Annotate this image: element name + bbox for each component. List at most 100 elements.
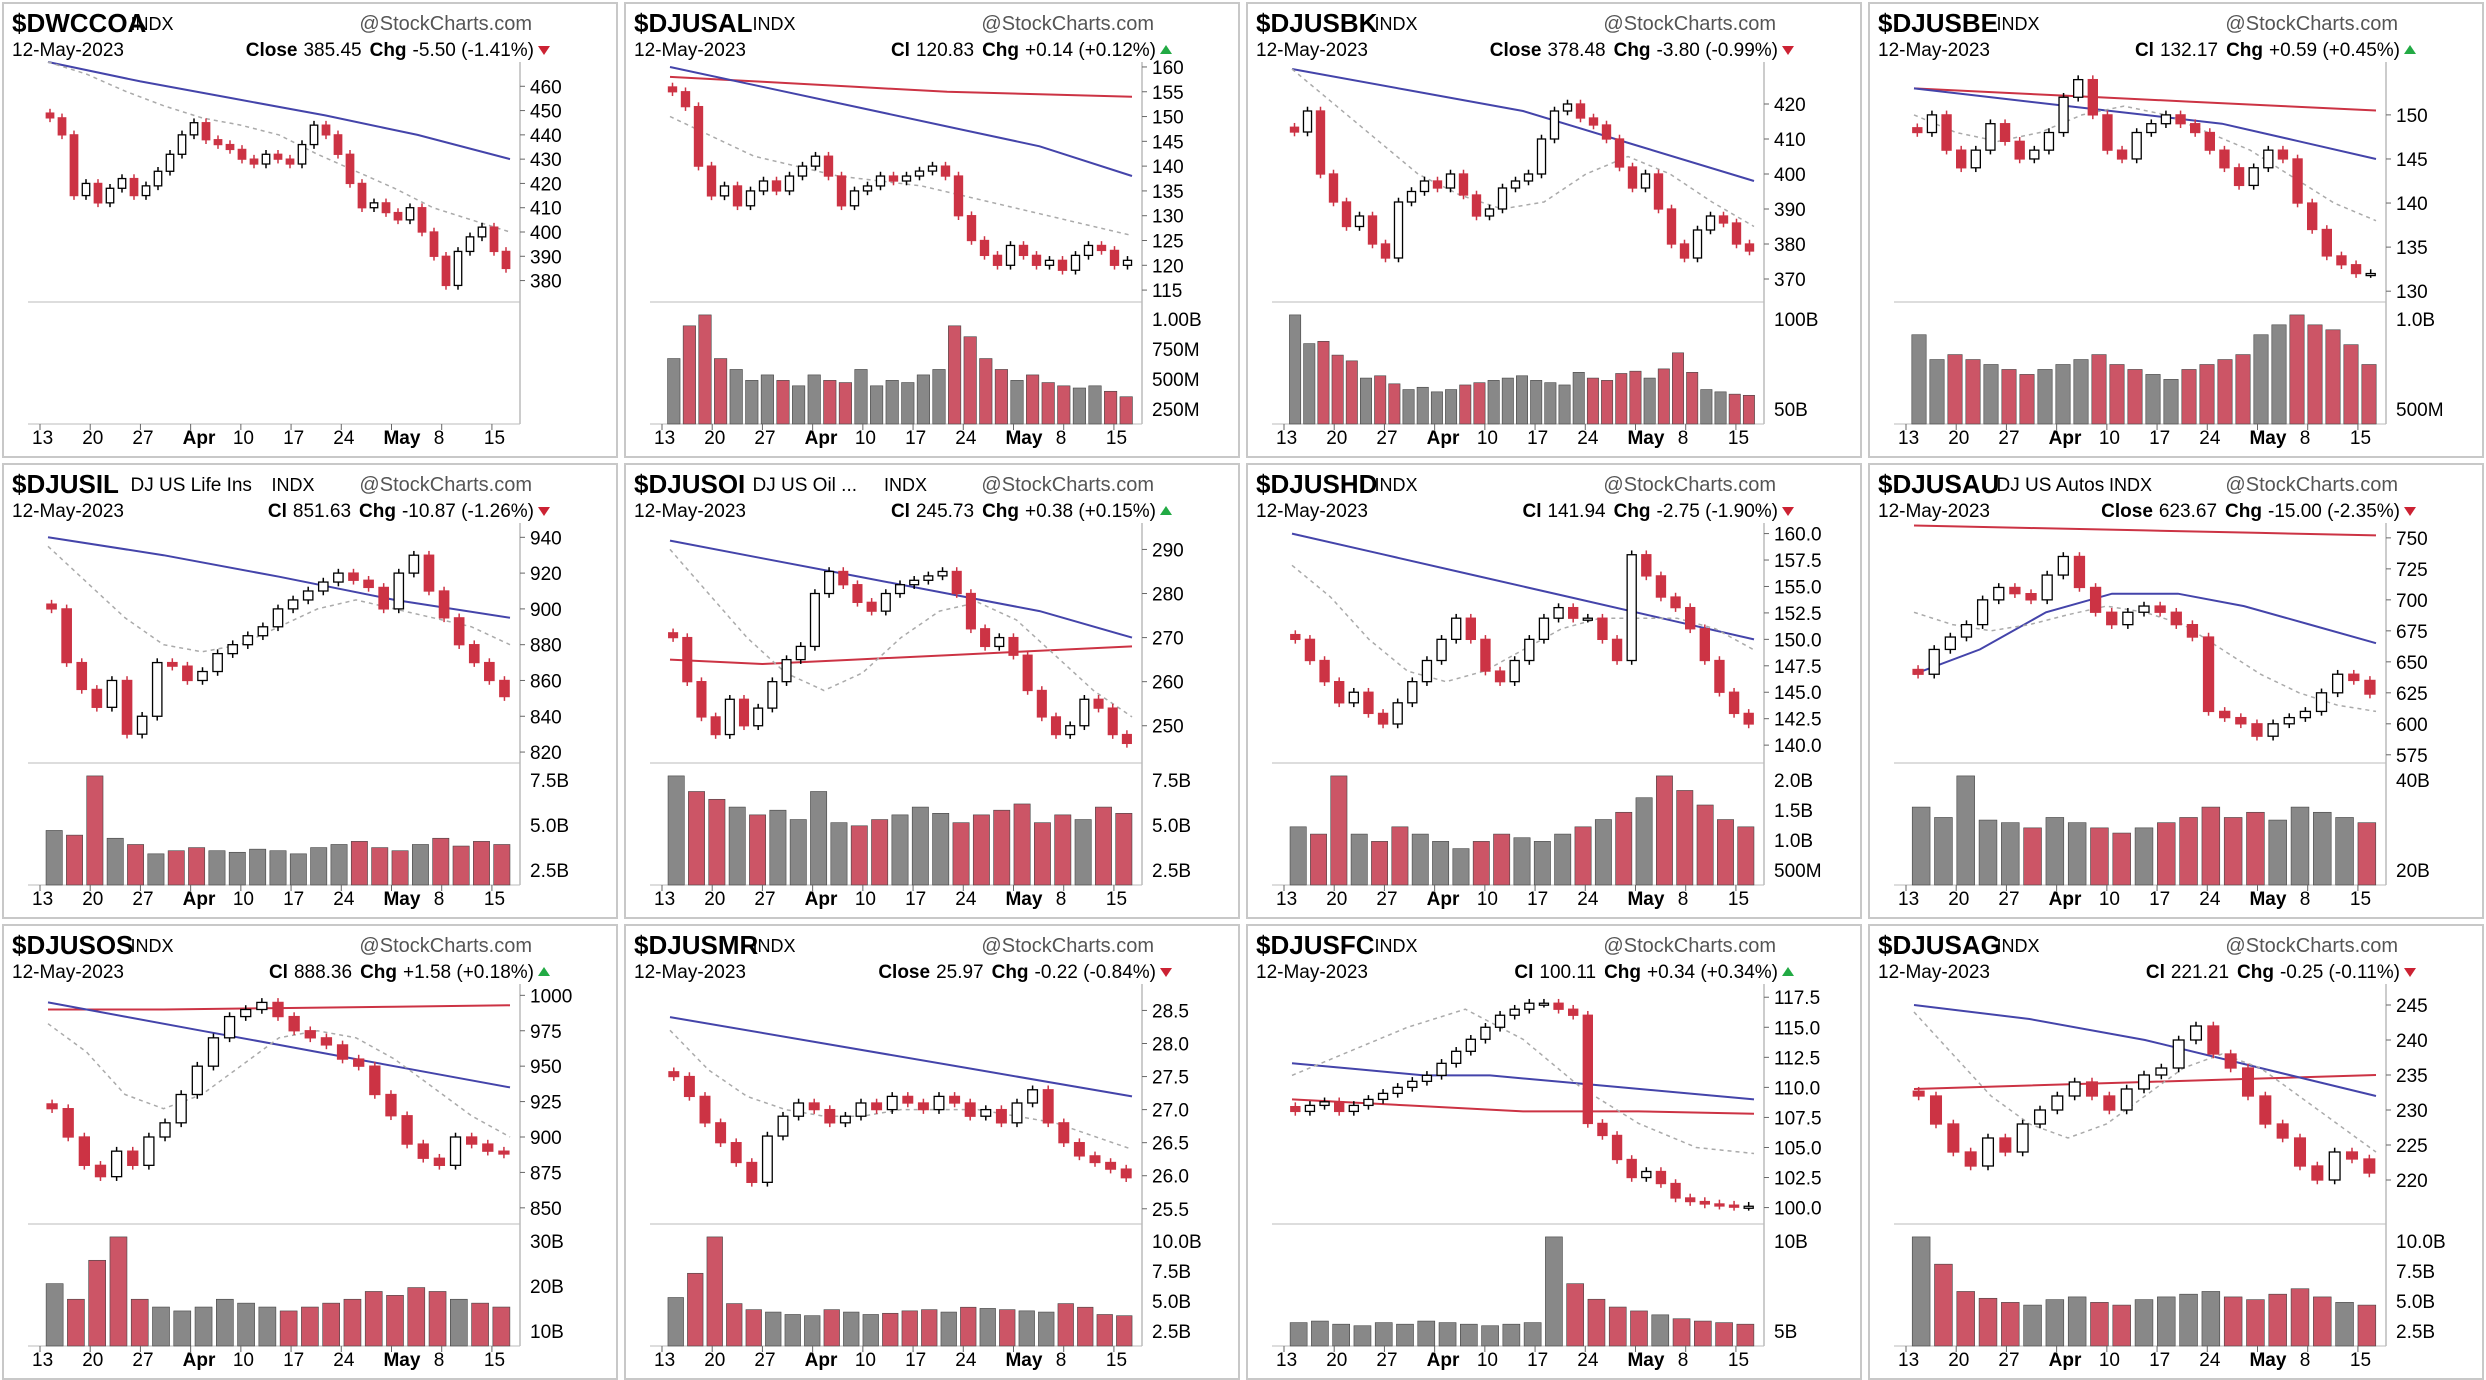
- x-tick-label: 15: [484, 889, 505, 910]
- candle: [1328, 169, 1339, 207]
- x-tick-label: 17: [283, 428, 304, 449]
- candle: [225, 140, 235, 154]
- candle: [680, 87, 691, 111]
- volume-bar: [1929, 359, 1945, 425]
- candle: [909, 576, 920, 589]
- volume-tick-label: 10B: [530, 1322, 564, 1343]
- brand-watermark: @StockCharts.com: [359, 935, 532, 957]
- chart-panel-djusal[interactable]: $DJUSAL INDX @StockCharts.com 12-May-2023 Cl…: [624, 2, 1240, 458]
- candle: [1480, 1022, 1491, 1044]
- candle: [1744, 239, 1755, 256]
- candle: [141, 181, 151, 200]
- volume-bar: [1104, 390, 1118, 425]
- chart-panel-djusag[interactable]: $DJUSAG INDX @StockCharts.com 12-May-2023 Cl…: [1868, 924, 2484, 1380]
- candle: [2299, 707, 2312, 722]
- volume-bar: [2181, 369, 2197, 425]
- volume-bar: [130, 1298, 149, 1347]
- x-tick-label: 10: [1477, 428, 1498, 449]
- volume-bar: [1655, 775, 1673, 886]
- candle: [2186, 620, 2199, 642]
- volume-bar: [1331, 354, 1344, 425]
- candle: [2051, 1091, 2064, 1115]
- chart-panel-djusbk[interactable]: $DJUSBK INDX @StockCharts.com 12-May-2023 Cl…: [1246, 2, 1862, 458]
- candle: [1597, 613, 1608, 644]
- x-tick-label: 10: [233, 428, 254, 449]
- brand-watermark: @StockCharts.com: [1603, 474, 1776, 496]
- candle: [482, 1139, 494, 1156]
- x-tick-label: 20: [1326, 1350, 1347, 1371]
- ma20-line: [669, 115, 1133, 237]
- candle: [1042, 1085, 1054, 1128]
- y-tick-label: 920: [530, 564, 562, 585]
- chart-date: 12-May-2023: [1256, 40, 1368, 61]
- y-tick-label: 230: [2396, 1101, 2428, 1122]
- candle: [777, 1111, 789, 1141]
- candle: [949, 1092, 961, 1108]
- chart-panel-dwccoa[interactable]: $DWCCOA INDX @StockCharts.com 12-May-2023 Cl…: [2, 2, 618, 458]
- candle: [2068, 1077, 2081, 1101]
- ma20-line: [1913, 1011, 2377, 1153]
- chart-panel-djusos[interactable]: $DJUSOS INDX @StockCharts.com 12-May-2023 Cl…: [2, 924, 618, 1380]
- y-tick-label: 26.5: [1152, 1134, 1189, 1155]
- x-tick-label: 27: [754, 428, 775, 449]
- candle: [2009, 583, 2021, 598]
- candle: [2259, 1091, 2272, 1129]
- chart-panel-djusoi[interactable]: $DJUSOI DJ US Oil ... INDX @StockCharts.com…: [624, 463, 1240, 919]
- volume-bar: [728, 806, 746, 886]
- x-tick-label: 13: [654, 889, 675, 910]
- x-tick-label: 20: [1948, 889, 1969, 910]
- volume-bar: [432, 837, 450, 886]
- ma200-line: [1913, 524, 2377, 537]
- candle: [758, 176, 769, 196]
- candle: [1471, 190, 1482, 221]
- candle: [477, 222, 487, 242]
- brand-watermark: @StockCharts.com: [359, 13, 532, 35]
- x-tick-label: 24: [2199, 428, 2221, 449]
- volume-bar: [1608, 1306, 1627, 1347]
- candle: [1960, 620, 1973, 642]
- candle: [1121, 730, 1132, 748]
- y-tick-label: 940: [530, 528, 562, 549]
- candle: [2235, 713, 2247, 729]
- candle: [2160, 110, 2172, 128]
- x-tick-label: 15: [1106, 428, 1127, 449]
- candle: [1018, 241, 1029, 260]
- candle: [1036, 686, 1047, 722]
- chart-panel-djusmr[interactable]: $DJUSMR INDX @StockCharts.com 12-May-2023 Cl…: [624, 924, 1240, 1380]
- volume-bar: [1911, 334, 1927, 425]
- change-value: -3.80 (-0.99%): [1657, 40, 1778, 61]
- chart-panel-djushd[interactable]: $DJUSHD INDX @StockCharts.com 12-May-2023 Cl…: [1246, 463, 1862, 919]
- candle: [106, 676, 118, 712]
- candle: [1626, 550, 1637, 665]
- x-tick-label: May: [2249, 1350, 2286, 1371]
- candle: [1421, 1071, 1433, 1086]
- chart-panel-djusbe[interactable]: $DJUSBE INDX @StockCharts.com 12-May-2023 Cl…: [1868, 2, 2484, 458]
- candle: [839, 1111, 851, 1128]
- chart-panel-djusau[interactable]: $DJUSAU DJ US Autos INDX @StockCharts.com 12…: [1868, 463, 2484, 919]
- chart-panel-djusfc[interactable]: $DJUSFC INDX @StockCharts.com 12-May-2023 Cl…: [1246, 924, 1862, 1380]
- candle: [693, 102, 704, 171]
- candle: [964, 1098, 976, 1121]
- change-label: Chg: [992, 962, 1029, 983]
- candle: [1699, 624, 1710, 665]
- volume-bar: [823, 380, 837, 425]
- price-summary: Cl 888.36 Chg +1.58 (+0.18%): [269, 962, 534, 983]
- x-tick-label: 10: [2099, 1350, 2120, 1371]
- volume-bar: [2201, 806, 2221, 886]
- brand-watermark: @StockCharts.com: [2225, 474, 2398, 496]
- y-tick-label: 110.0: [1774, 1078, 1820, 1099]
- x-tick-label: 17: [905, 889, 926, 910]
- volume-bar: [1601, 380, 1614, 425]
- change-down-icon: [2404, 968, 2416, 977]
- candle: [1601, 120, 1612, 144]
- candle: [498, 1146, 510, 1159]
- candle: [1666, 204, 1677, 249]
- candle: [1699, 1197, 1710, 1209]
- candle: [240, 1005, 252, 1021]
- candle: [336, 1040, 349, 1064]
- ma50-line: [47, 1001, 511, 1089]
- chart-date: 12-May-2023: [634, 40, 746, 61]
- candle: [2364, 676, 2376, 699]
- chart-panel-djusil[interactable]: $DJUSIL DJ US Life Ins INDX @StockCharts.co…: [2, 463, 618, 919]
- candle: [2085, 1077, 2099, 1101]
